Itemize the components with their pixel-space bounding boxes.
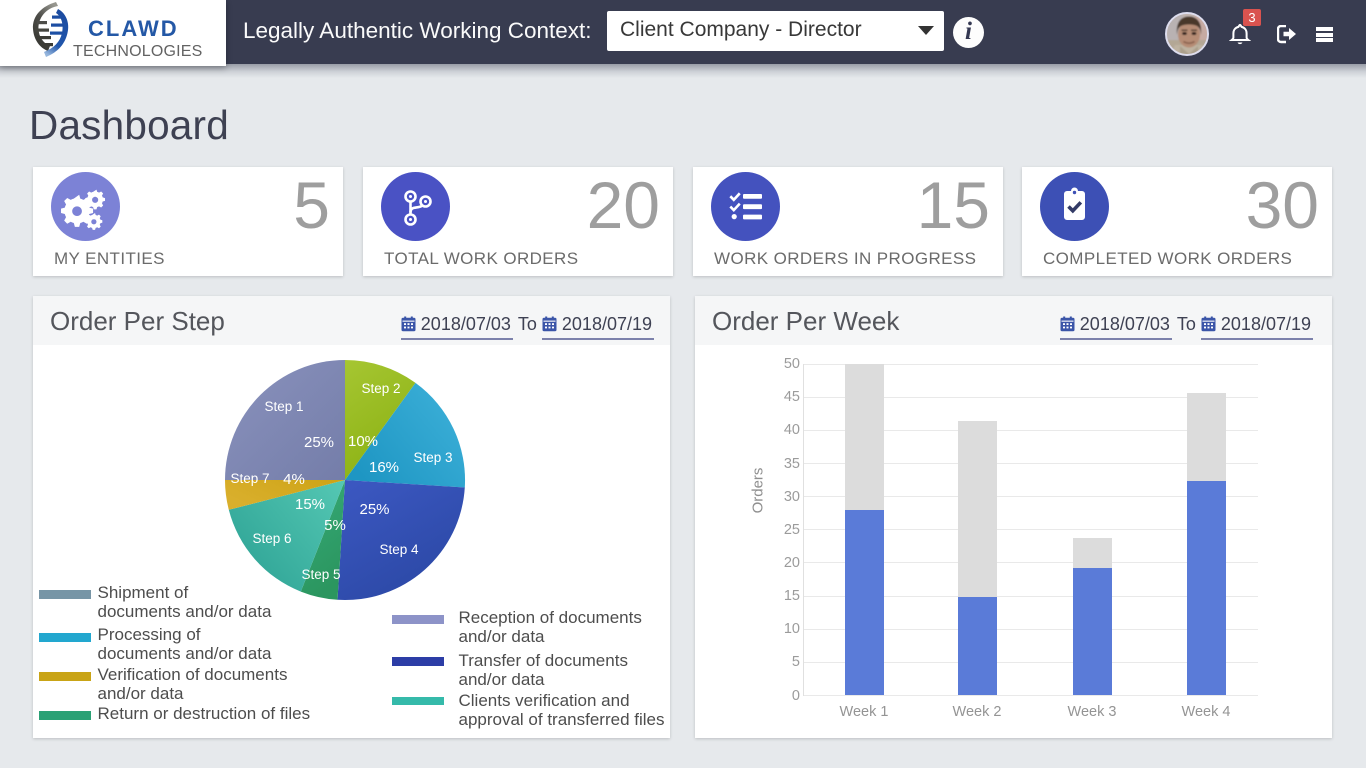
svg-text:5%: 5% (324, 517, 346, 534)
svg-text:25%: 25% (359, 501, 389, 518)
svg-text:Step 6: Step 6 (252, 531, 291, 546)
svg-text:Step 4: Step 4 (379, 542, 419, 557)
svg-text:Step 7: Step 7 (230, 471, 269, 486)
svg-text:Step 5: Step 5 (301, 567, 340, 582)
svg-text:Step 1: Step 1 (264, 399, 303, 414)
svg-text:CLAWD: CLAWD (88, 16, 179, 41)
svg-text:25%: 25% (304, 434, 334, 451)
svg-text:TECHNOLOGIES: TECHNOLOGIES (73, 43, 203, 60)
svg-text:4%: 4% (283, 471, 305, 488)
svg-text:Step 3: Step 3 (413, 450, 452, 465)
svg-text:16%: 16% (369, 459, 399, 476)
svg-text:10%: 10% (348, 433, 378, 450)
svg-text:Step 2: Step 2 (361, 381, 400, 396)
svg-text:15%: 15% (295, 496, 325, 513)
